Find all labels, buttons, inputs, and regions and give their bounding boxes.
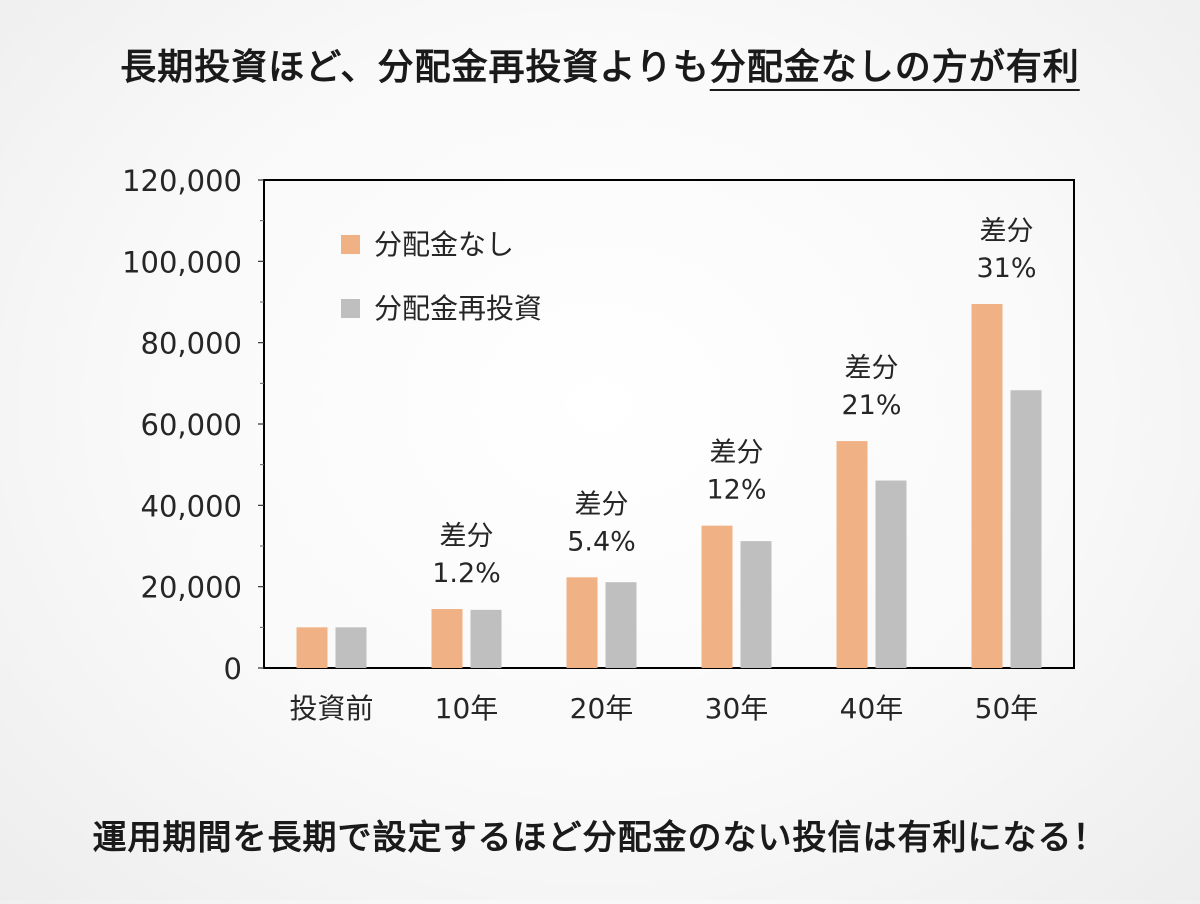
bar-reinvest [1010, 390, 1042, 668]
bar-reinvest [605, 582, 637, 668]
x-axis: 投資前 10年 20年 30年 40年 50年 [289, 692, 1038, 725]
footer-message: 運用期間を長期で設定するほど分配金のない投信は有利になる！ [92, 818, 1108, 858]
annotation-value: 12% [706, 475, 766, 506]
bar-reinvest [875, 480, 907, 668]
legend-label: 分配金なし [374, 228, 514, 261]
annotation-label: 差分 [575, 489, 629, 520]
y-tick-label: 60,000 [141, 408, 242, 442]
bar-reinvest [470, 609, 502, 668]
annotation-value: 1.2% [432, 558, 501, 589]
y-tick-label: 80,000 [141, 327, 242, 361]
bar-no-dividend [296, 627, 328, 668]
x-tick-label: 40年 [840, 692, 904, 725]
legend-swatch [341, 235, 360, 254]
bar-reinvest [335, 627, 367, 668]
x-tick-label: 30年 [705, 692, 769, 725]
annotation-value: 31% [976, 253, 1036, 284]
y-tick-label: 0 [224, 652, 242, 686]
x-tick-label: 投資前 [289, 692, 373, 725]
bar-reinvest [740, 541, 772, 668]
legend-swatch [341, 299, 360, 318]
annotation-label: 差分 [980, 216, 1034, 247]
bars [296, 304, 1042, 668]
x-tick-label: 10年 [435, 692, 499, 725]
y-tick-label: 100,000 [122, 245, 242, 279]
annotation-label: 差分 [440, 521, 494, 552]
bar-no-dividend [836, 441, 868, 668]
title-emphasis: 分配金なしの方が有利 [709, 47, 1080, 88]
annotation-value: 21% [841, 390, 901, 421]
y-axis: 0 20,000 40,000 60,000 80,000 100,000 120,000 [122, 164, 264, 686]
annotation-value: 5.4% [567, 526, 636, 557]
bar-no-dividend [971, 304, 1003, 668]
x-tick-label: 20年 [570, 692, 634, 725]
bar-no-dividend [701, 525, 733, 668]
bar-no-dividend [566, 577, 598, 668]
x-tick-label: 50年 [975, 692, 1039, 725]
annotations: 差分 1.2% 差分 5.4% 差分 12% 差分 21% 差分 31% [432, 216, 1036, 589]
annotation-label: 差分 [845, 353, 899, 384]
y-tick-label: 120,000 [122, 164, 242, 198]
y-tick-label: 20,000 [141, 571, 242, 605]
bar-no-dividend [431, 609, 463, 668]
legend-label: 分配金再投資 [374, 292, 542, 325]
page-title: 長期投資ほど、分配金再投資よりも分配金なしの方が有利 [0, 38, 1200, 90]
y-tick-label: 40,000 [141, 489, 242, 523]
title-prefix: 長期投資ほど、分配金再投資よりも [120, 47, 710, 88]
annotation-label: 差分 [710, 438, 764, 469]
